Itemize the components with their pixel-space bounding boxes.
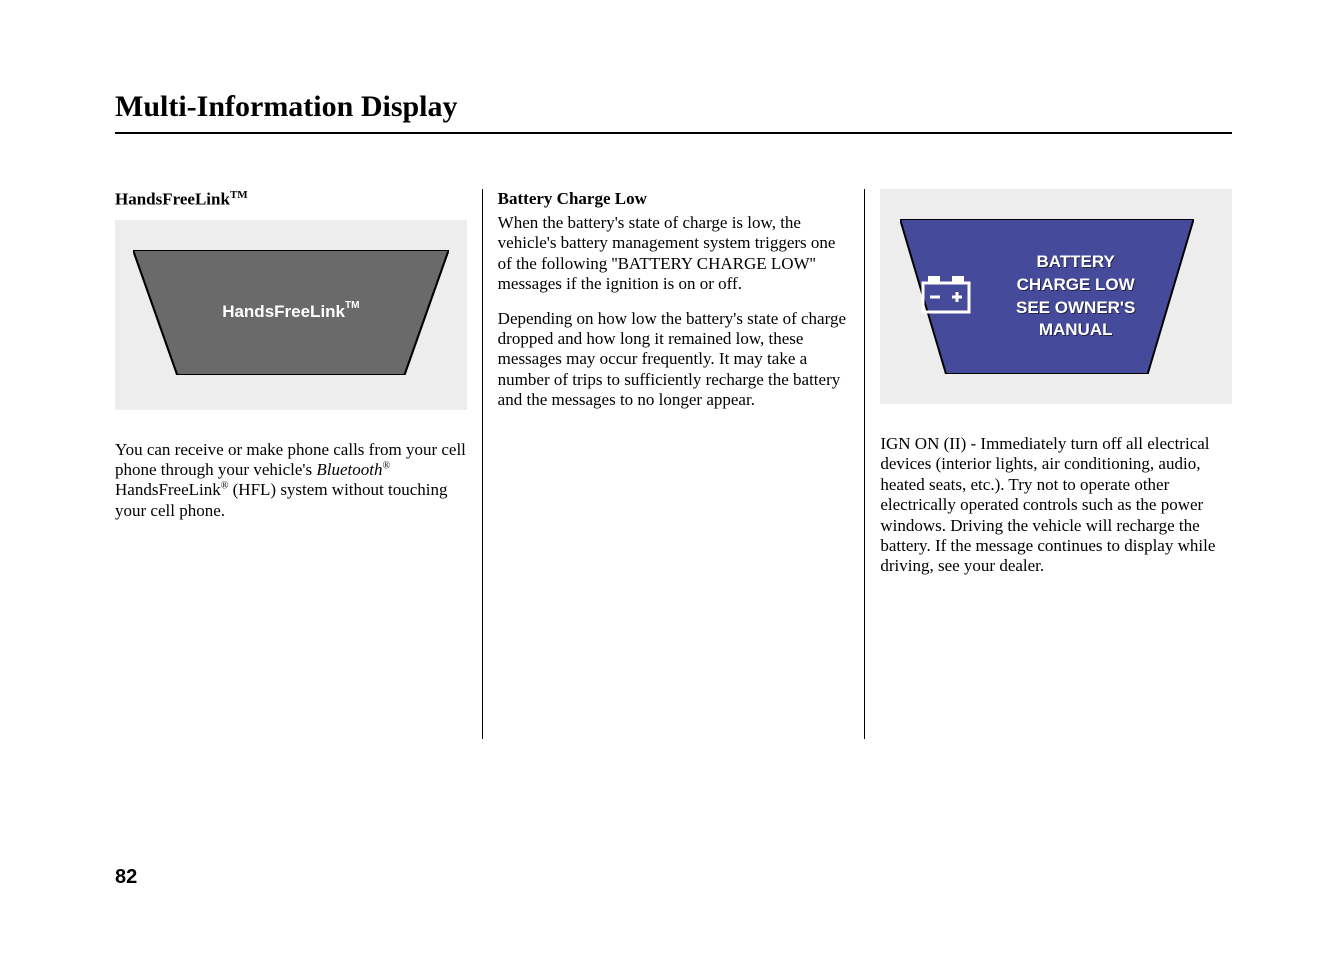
- page-title: Multi-Information Display: [115, 90, 1232, 124]
- hfl-display: HandsFreeLinkTM: [133, 250, 449, 375]
- col2-heading: Battery Charge Low: [498, 189, 850, 209]
- hfl-display-container: HandsFreeLinkTM: [115, 220, 467, 410]
- col3-para1: IGN ON (II) - Immediately turn off all e…: [880, 434, 1232, 577]
- col2-body: When the battery's state of charge is lo…: [498, 213, 850, 411]
- title-underline: [115, 132, 1232, 134]
- hfl-display-text: HandsFreeLinkTM: [222, 302, 359, 322]
- col1-body: You can receive or make phone calls from…: [115, 440, 467, 522]
- col1-paragraph: You can receive or make phone calls from…: [115, 440, 467, 522]
- battery-display-text: BATTERY CHARGE LOW SEE OWNER'S MANUAL: [987, 251, 1164, 343]
- page-number: 82: [115, 866, 137, 889]
- battery-display: BATTERY CHARGE LOW SEE OWNER'S MANUAL: [900, 219, 1194, 374]
- battery-display-container: BATTERY CHARGE LOW SEE OWNER'S MANUAL: [880, 189, 1232, 404]
- content-columns: HandsFreeLinkTM HandsFreeLinkTM You can …: [115, 189, 1232, 739]
- col2-para1: When the battery's state of charge is lo…: [498, 213, 850, 295]
- col1-heading: HandsFreeLinkTM: [115, 189, 467, 210]
- col3-body: IGN ON (II) - Immediately turn off all e…: [880, 434, 1232, 577]
- col2-para2: Depending on how low the battery's state…: [498, 309, 850, 411]
- column-1: HandsFreeLinkTM HandsFreeLinkTM You can …: [115, 189, 482, 739]
- column-3: BATTERY CHARGE LOW SEE OWNER'S MANUAL IG…: [865, 189, 1232, 739]
- column-2: Battery Charge Low When the battery's st…: [483, 189, 865, 739]
- battery-icon: [920, 273, 972, 320]
